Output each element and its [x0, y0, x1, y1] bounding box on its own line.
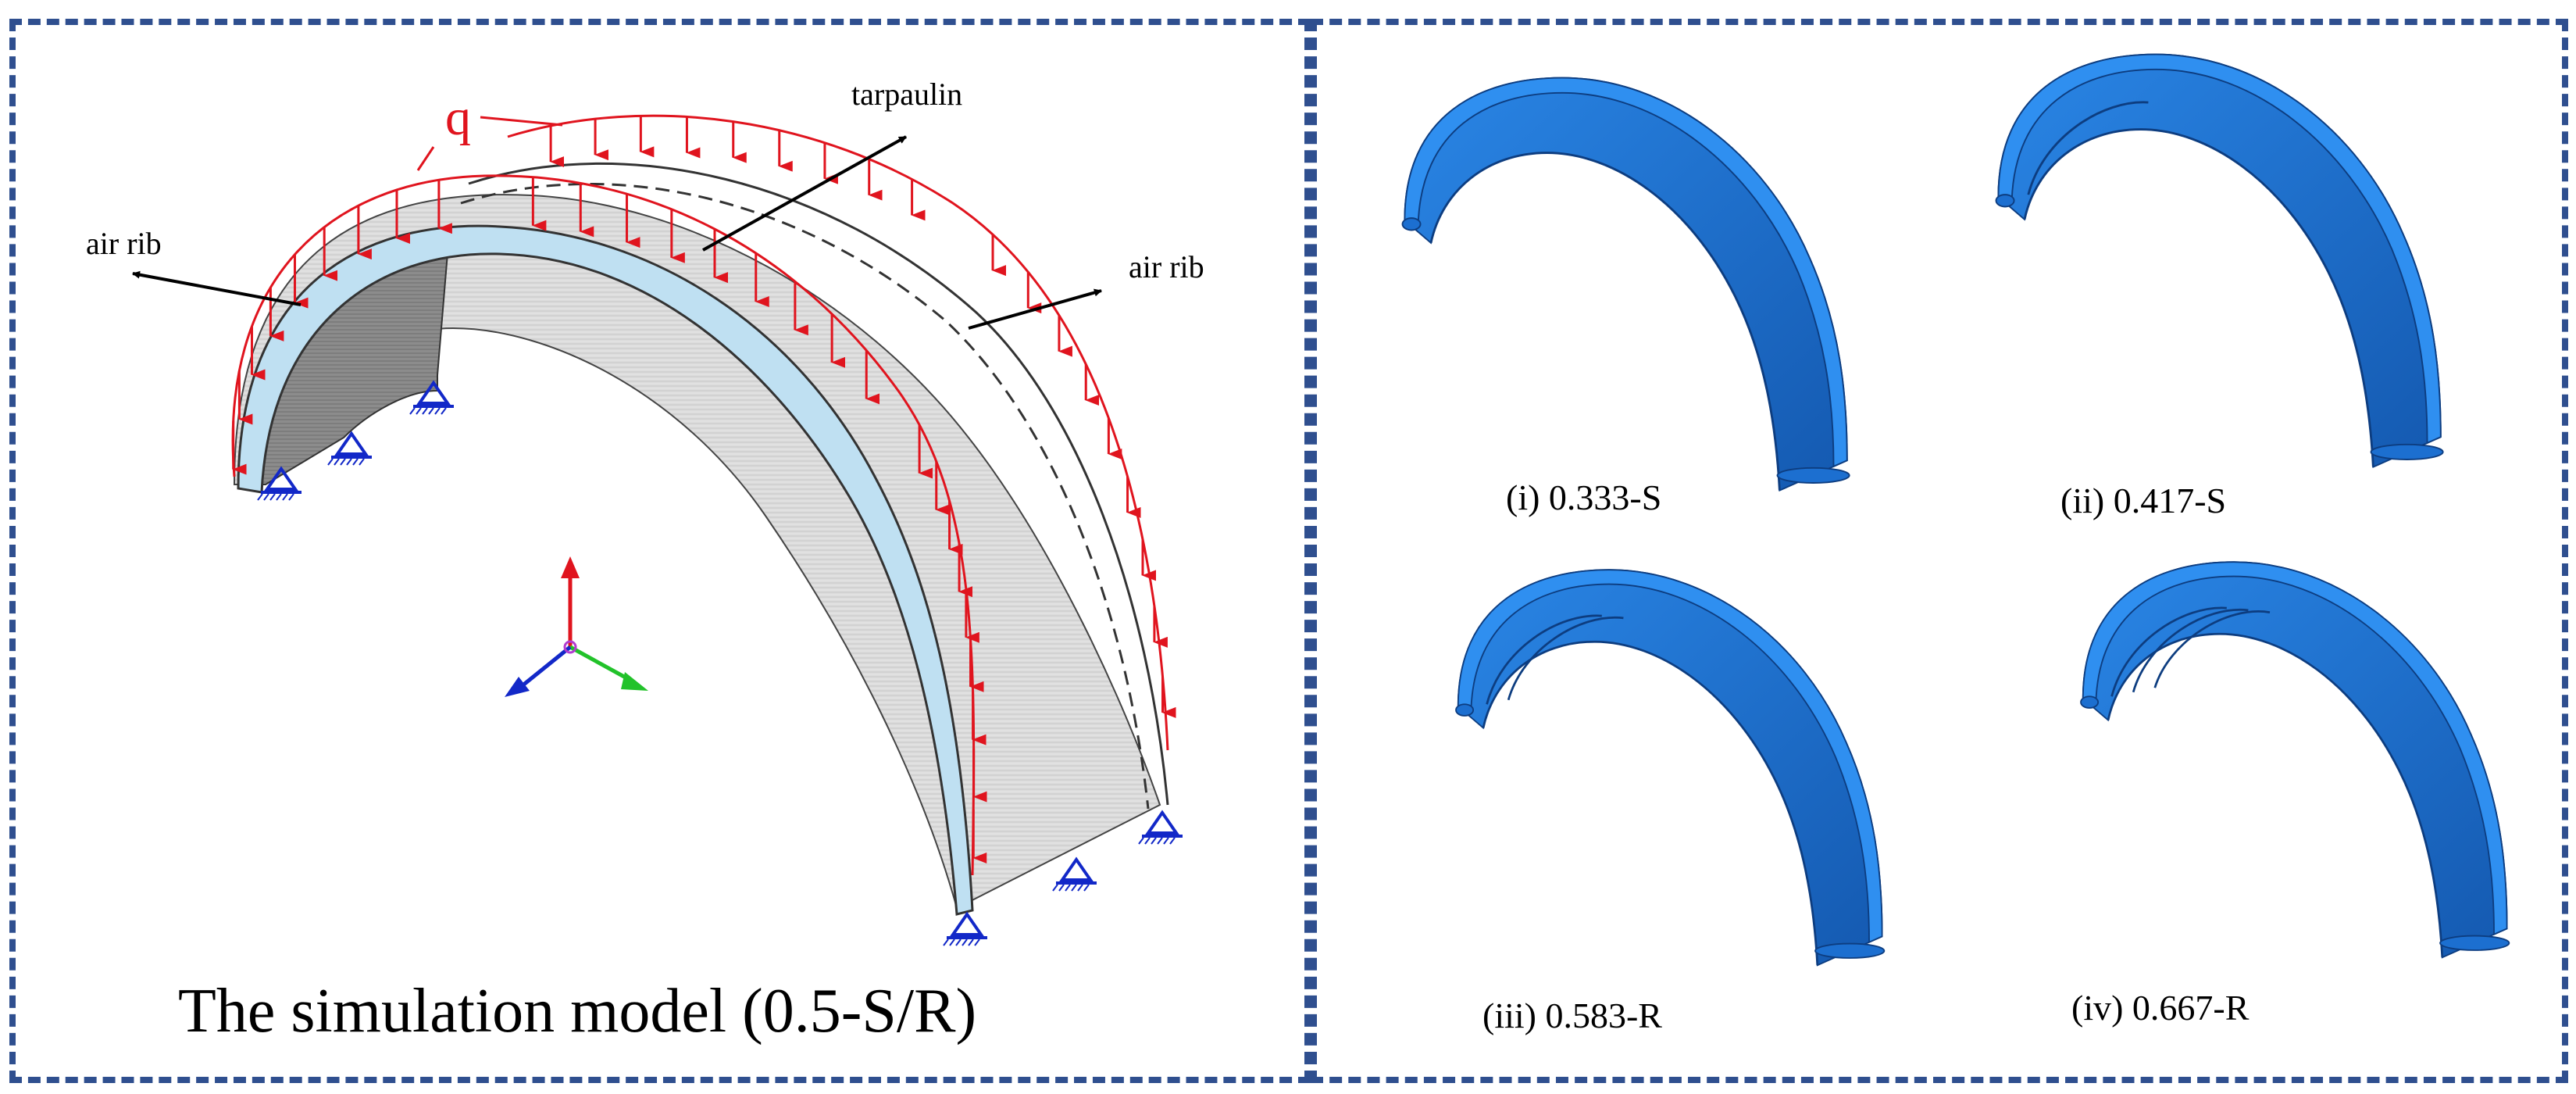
variant-label-4: (iv) 0.667-R: [2071, 988, 2250, 1028]
air-rib-left-label: air rib: [86, 226, 162, 261]
air-rib-right-arrow: [968, 288, 1102, 330]
load-label-leader-1: [416, 146, 435, 171]
coordinate-axes: [505, 556, 648, 697]
pinned-support: [327, 431, 372, 466]
variant-label-2: (ii) 0.417-S: [2060, 481, 2226, 520]
axis-x-head: [505, 677, 530, 697]
variant-models: [1401, 53, 2510, 967]
variant-label-1: (i) 0.333-S: [1506, 477, 1661, 517]
load-arrows: [232, 116, 1176, 863]
pinned-support: [1138, 810, 1183, 845]
tarpaulin-label: tarpaulin: [851, 77, 962, 112]
variant-label-3: (iii) 0.583-R: [1482, 996, 1662, 1035]
simulation-model-panel: [9, 19, 1311, 1083]
pinned-support: [257, 466, 301, 501]
arch-model: [233, 162, 1169, 916]
load-distribution: q: [231, 89, 1176, 876]
pinned-support: [1052, 856, 1097, 892]
tarpaulin-arrow: [702, 135, 907, 252]
variants-panel: [1311, 19, 2568, 1083]
axis-x: [520, 645, 572, 688]
pinned-support: [943, 911, 987, 946]
axis-y: [569, 645, 634, 684]
air-rib-left-arrow: [132, 270, 301, 306]
shell-model: [2080, 561, 2510, 959]
load-label: q: [445, 89, 471, 146]
air-rib-front: [237, 224, 974, 916]
shell-model: [1995, 53, 2444, 469]
load-label-leader-2: [480, 116, 563, 127]
shell-model: [1455, 569, 1886, 967]
model-caption: The simulation model (0.5-S/R): [178, 977, 976, 1046]
axis-y-head: [621, 672, 648, 691]
air-rib-right-label: air rib: [1129, 249, 1204, 284]
axis-z-head: [561, 556, 580, 578]
air-rib-back: [468, 162, 1169, 806]
axis-origin: [563, 640, 577, 654]
supports: [257, 380, 1183, 946]
pinned-support: [409, 380, 454, 415]
air-rib-back-dashed: [460, 183, 1150, 810]
shell-model: [1401, 77, 1850, 492]
